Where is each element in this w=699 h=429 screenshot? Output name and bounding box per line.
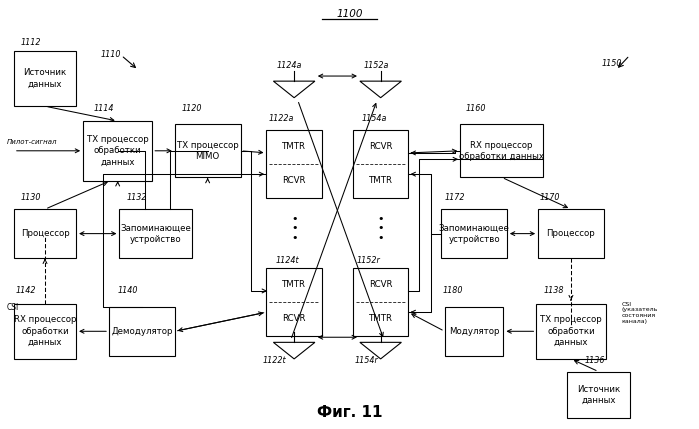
Text: Запоминающее
устройство: Запоминающее устройство (439, 224, 510, 244)
Bar (109, 307, 175, 356)
Text: TX процессор
обработки
данных: TX процессор обработки данных (540, 315, 602, 347)
Text: 1124t: 1124t (275, 257, 299, 266)
Bar (353, 130, 408, 197)
Bar (14, 304, 76, 359)
Text: 1160: 1160 (466, 103, 487, 112)
Text: 1150: 1150 (602, 59, 623, 68)
Text: Источник
данных: Источник данных (577, 385, 620, 405)
Bar (568, 372, 630, 418)
Text: RX процессор
обработки данных: RX процессор обработки данных (459, 141, 545, 161)
Text: TX процессор
обработки
данных: TX процессор обработки данных (87, 135, 149, 167)
Text: RCVR: RCVR (369, 142, 392, 151)
Text: TMTR: TMTR (368, 176, 393, 185)
Text: 1114: 1114 (94, 103, 114, 112)
Text: 1136: 1136 (585, 356, 605, 365)
Bar (536, 304, 605, 359)
Text: CSI: CSI (7, 303, 19, 312)
Text: 1130: 1130 (21, 193, 41, 202)
Text: 1180: 1180 (443, 286, 463, 295)
Bar (353, 268, 408, 335)
Bar (14, 209, 76, 258)
Bar (14, 51, 76, 106)
Text: TX процессор
MIMO: TX процессор MIMO (177, 141, 238, 161)
Text: 1124a: 1124a (277, 61, 302, 70)
Text: Демодулятор: Демодулятор (111, 327, 173, 336)
Text: RX процессор
обработки
данных: RX процессор обработки данных (14, 315, 76, 347)
Bar (175, 124, 240, 177)
Text: •
•
•: • • • (291, 214, 297, 242)
Text: Процессор: Процессор (21, 229, 69, 238)
Text: 1152r: 1152r (356, 257, 380, 266)
Text: 1112: 1112 (21, 38, 41, 47)
Text: Фиг. 11: Фиг. 11 (317, 405, 382, 420)
Text: 1120: 1120 (182, 103, 203, 112)
Text: 1110: 1110 (101, 51, 121, 60)
Text: Процессор: Процессор (547, 229, 596, 238)
Text: 1100: 1100 (336, 9, 363, 19)
Text: Пилот-сигнал: Пилот-сигнал (7, 139, 57, 145)
Text: 1132: 1132 (127, 193, 147, 202)
Text: RCVR: RCVR (369, 280, 392, 289)
Text: 1172: 1172 (445, 193, 466, 202)
Text: 1154a: 1154a (362, 114, 387, 123)
Text: RCVR: RCVR (282, 176, 306, 185)
Text: TMTR: TMTR (282, 142, 306, 151)
Text: 1122a: 1122a (268, 114, 294, 123)
Text: 1142: 1142 (16, 286, 36, 295)
Text: 1170: 1170 (540, 193, 561, 202)
Bar (266, 130, 322, 197)
Text: RCVR: RCVR (282, 314, 306, 323)
Text: Источник
данных: Источник данных (23, 68, 66, 89)
Text: CSI
(указатель
состояния
канала): CSI (указатель состояния канала) (621, 302, 658, 324)
Text: 1152a: 1152a (363, 61, 389, 70)
Text: 1140: 1140 (117, 286, 138, 295)
Text: •
•
•: • • • (377, 214, 384, 242)
Bar (441, 209, 507, 258)
Text: TMTR: TMTR (368, 314, 393, 323)
Text: 1154r: 1154r (355, 356, 379, 365)
Bar (460, 124, 543, 177)
Text: Модулятор: Модулятор (449, 327, 499, 336)
Bar (120, 209, 192, 258)
Bar (83, 121, 152, 181)
Text: 1122t: 1122t (263, 356, 287, 365)
Bar (266, 268, 322, 335)
Text: TMTR: TMTR (282, 280, 306, 289)
Text: Запоминающее
устройство: Запоминающее устройство (120, 224, 191, 244)
Bar (538, 209, 604, 258)
Text: 1138: 1138 (543, 286, 564, 295)
Bar (445, 307, 503, 356)
